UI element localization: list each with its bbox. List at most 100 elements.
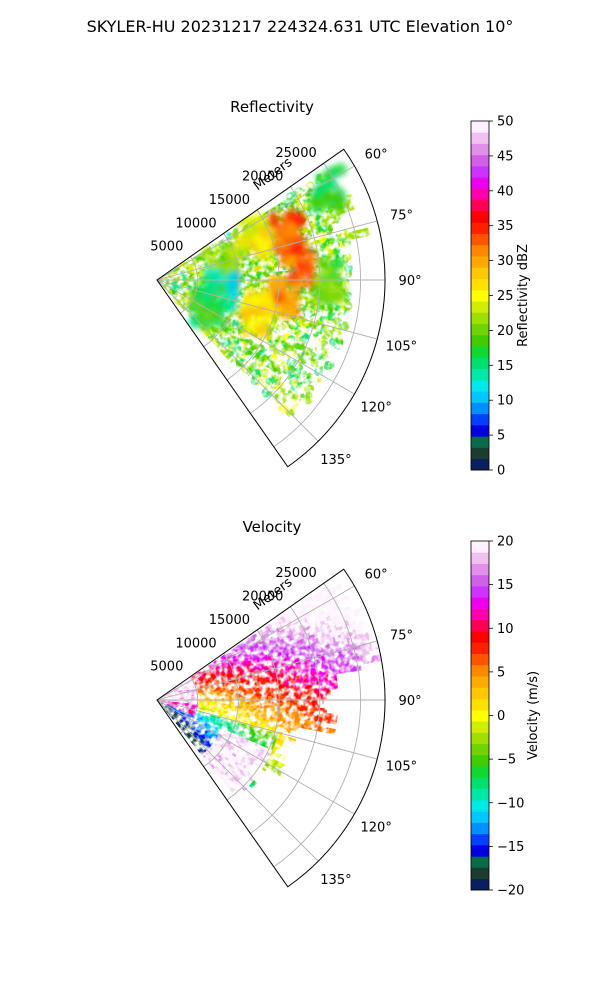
velocity-bin (227, 707, 232, 711)
velocity-bin (203, 714, 208, 718)
velocity-bin (285, 684, 291, 689)
velocity-bin (192, 742, 197, 747)
echo-cell (317, 345, 323, 350)
velocity-bin (312, 725, 318, 732)
echo-cell (343, 301, 353, 311)
echo-core-cell (325, 178, 338, 191)
colorbar-segment (471, 698, 489, 711)
velocity-bin (245, 706, 251, 711)
echo-core-cell (193, 314, 202, 323)
colorbar-segment (471, 597, 489, 609)
velocity-bin (318, 625, 325, 632)
velocity-bin (207, 714, 212, 717)
velocity-bin (229, 786, 235, 793)
velocity-bin (269, 718, 275, 723)
velocity-bin (321, 717, 327, 724)
velocity-bin (281, 713, 287, 718)
velocity-bin (185, 717, 190, 722)
range-ring (226, 209, 280, 381)
colorbar-segment (471, 143, 489, 156)
velocity-bin (173, 715, 178, 719)
echo-core-cell (270, 219, 280, 229)
velocity-bin (198, 695, 203, 698)
velocity-bin (183, 694, 188, 697)
velocity-bin (267, 692, 273, 697)
velocity-bin (311, 681, 316, 687)
velocity-bin (284, 720, 289, 726)
velocity-bin (188, 736, 193, 741)
velocity-bin (238, 689, 243, 693)
velocity-bin (199, 713, 205, 717)
velocity-bin (268, 695, 273, 700)
velocity-bin (199, 714, 204, 718)
echo-cell (290, 398, 299, 407)
velocity-bin (168, 710, 173, 714)
colorbar-segment (471, 357, 489, 370)
velocity-bin (210, 716, 215, 720)
velocity-bin (181, 727, 186, 732)
velocity-bin (212, 660, 218, 665)
echo-cell (315, 215, 321, 220)
velocity-bin (181, 710, 186, 714)
velocity-bin (365, 650, 371, 658)
velocity-bin (196, 727, 201, 732)
velocity-bin (183, 692, 188, 695)
velocity-bin (185, 709, 191, 712)
velocity-bin (223, 693, 229, 697)
velocity-bin (332, 718, 338, 725)
velocity-bin (258, 678, 264, 683)
velocity-bin (208, 709, 213, 713)
colorbar-segment (471, 833, 489, 846)
azimuth-tick-label: 120° (361, 821, 392, 836)
velocity-bin (223, 731, 229, 736)
velocity-bin (191, 733, 196, 738)
velocity-bin (268, 672, 274, 678)
velocity-bin (346, 625, 353, 633)
velocity-bin (287, 721, 293, 727)
velocity-bin (170, 690, 175, 693)
velocity-bin (216, 695, 221, 699)
echo-cell (259, 283, 264, 289)
echo-core-cell (192, 282, 205, 295)
velocity-bin (178, 708, 183, 712)
velocity-bin (204, 676, 210, 680)
velocity-bin (166, 707, 171, 711)
velocity-bin (161, 700, 166, 702)
velocity-bin (161, 700, 167, 701)
velocity-bin (193, 678, 199, 682)
velocity-bin (183, 704, 188, 706)
velocity-bin (182, 681, 187, 685)
velocity-bin (186, 706, 191, 709)
velocity-bin (206, 680, 211, 684)
velocity-bin (174, 689, 179, 692)
velocity-bin (207, 722, 213, 726)
velocity-bin (285, 713, 290, 719)
velocity-bin (350, 616, 358, 625)
velocity-bin (300, 682, 305, 688)
velocity-bin (358, 606, 365, 616)
velocity-bin (216, 694, 221, 697)
velocity-bin (213, 668, 218, 673)
echo-cell (306, 351, 317, 362)
echo-core-cell (291, 295, 301, 306)
velocity-bin (202, 702, 207, 704)
velocity-bin (184, 713, 189, 716)
velocity-bin (254, 676, 260, 681)
velocity-bin (277, 681, 283, 686)
velocity-bin (200, 739, 206, 744)
velocity-bin (172, 716, 177, 721)
velocity-bin (172, 693, 177, 696)
colorbar-segment (471, 721, 489, 733)
colorbar-segment (471, 619, 489, 632)
velocity-bin (197, 677, 202, 681)
velocity-bin (183, 702, 188, 704)
velocity-bin (304, 690, 309, 696)
velocity-bin (181, 709, 187, 712)
velocity-bin (168, 710, 173, 714)
velocity-bin (310, 716, 316, 722)
echo-core-cell (281, 242, 290, 252)
velocity-bin (292, 663, 298, 669)
velocity-bin (270, 679, 275, 684)
echo-cell (305, 209, 313, 217)
velocity-bin (298, 723, 304, 729)
